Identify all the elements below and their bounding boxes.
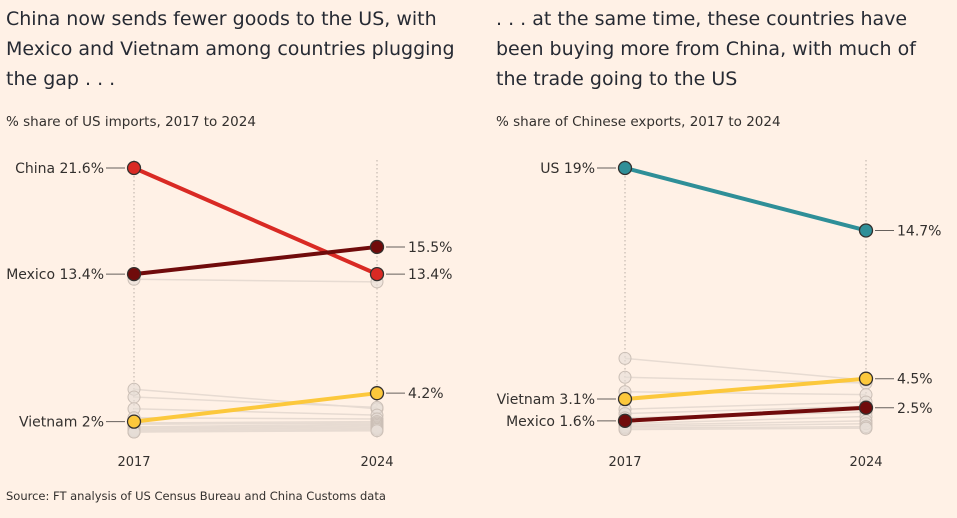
source-note: Source: FT analysis of US Census Bureau … xyxy=(6,489,386,503)
x-tick-label: 2024 xyxy=(360,455,393,470)
background-series-line xyxy=(624,420,867,426)
background-series-line xyxy=(624,415,867,425)
x-tick-label: 2017 xyxy=(117,455,150,470)
background-series-line xyxy=(133,422,378,425)
series-end-label: 4.2% xyxy=(408,386,444,402)
series-point-mexico xyxy=(858,400,874,415)
series-line-us xyxy=(623,166,868,233)
x-tick-label: 2017 xyxy=(608,455,641,470)
series-line-china xyxy=(132,166,379,277)
series-start-label: Mexico 13.4% xyxy=(6,267,104,283)
background-series-line xyxy=(133,420,378,424)
background-series-line xyxy=(133,423,378,428)
series-point-us xyxy=(617,160,633,176)
background-series-line xyxy=(624,357,867,381)
series-point-vietnam xyxy=(126,414,142,429)
background-series-line xyxy=(133,278,378,283)
series-line-mexico xyxy=(623,405,868,423)
series-start-label: Vietnam 3.1% xyxy=(497,392,595,408)
background-series-line xyxy=(133,427,378,432)
background-series-line xyxy=(133,429,378,433)
series-end-label: 15.5% xyxy=(408,240,452,256)
series-line-vietnam xyxy=(623,376,868,402)
background-series-line xyxy=(624,401,867,410)
background-series-line xyxy=(133,426,378,431)
slope-chart-chinese-exports: 2017 2024 US 19% 14.7% Vietnam 3.1% 4.5% Mexic… xyxy=(497,160,941,470)
series-start-label: China 21.6% xyxy=(15,161,104,177)
series-point-mexico xyxy=(369,239,385,255)
series-line-mexico xyxy=(132,244,379,277)
background-series-line xyxy=(624,425,867,429)
slope-chart-us-imports: 2017 2024 China 21.6% 13.4% Mexico 13.4% 15.5… xyxy=(6,160,452,470)
series-point-vietnam xyxy=(858,371,874,386)
series-point-us xyxy=(858,223,874,238)
chart-title: China now sends fewer goods to the US, w… xyxy=(6,8,455,90)
background-series-line xyxy=(133,424,378,429)
series-end-label: 14.7% xyxy=(897,223,941,239)
background-series-line xyxy=(624,422,867,428)
background-series-point xyxy=(370,424,384,438)
series-point-vietnam xyxy=(617,391,633,407)
background-series-point xyxy=(127,390,141,404)
background-series-line xyxy=(133,407,378,416)
series-start-label: Mexico 1.6% xyxy=(506,414,595,430)
background-series-line xyxy=(624,391,867,396)
background-series-point xyxy=(859,421,873,435)
series-start-label: US 19% xyxy=(540,161,595,177)
series-point-mexico xyxy=(126,266,142,282)
chart-title: . . . at the same time, these countries … xyxy=(496,8,916,90)
background-series-line xyxy=(624,405,867,415)
series-point-china xyxy=(369,266,385,282)
series-point-mexico xyxy=(617,413,633,428)
series-start-label: Vietnam 2% xyxy=(19,415,104,431)
series-end-label: 13.4% xyxy=(408,267,452,283)
background-series-line xyxy=(624,427,867,431)
chart-subtitle: % share of US imports, 2017 to 2024 xyxy=(6,114,256,130)
background-series-line xyxy=(133,396,378,409)
series-line-vietnam xyxy=(132,391,379,424)
series-point-china xyxy=(126,160,142,176)
x-tick-label: 2024 xyxy=(849,455,882,470)
background-series-point xyxy=(618,370,632,384)
background-series-point xyxy=(618,351,632,365)
series-end-label: 2.5% xyxy=(897,401,933,417)
chart-subtitle: % share of Chinese exports, 2017 to 2024 xyxy=(496,114,781,130)
series-end-label: 4.5% xyxy=(897,372,933,388)
series-point-vietnam xyxy=(369,386,385,401)
